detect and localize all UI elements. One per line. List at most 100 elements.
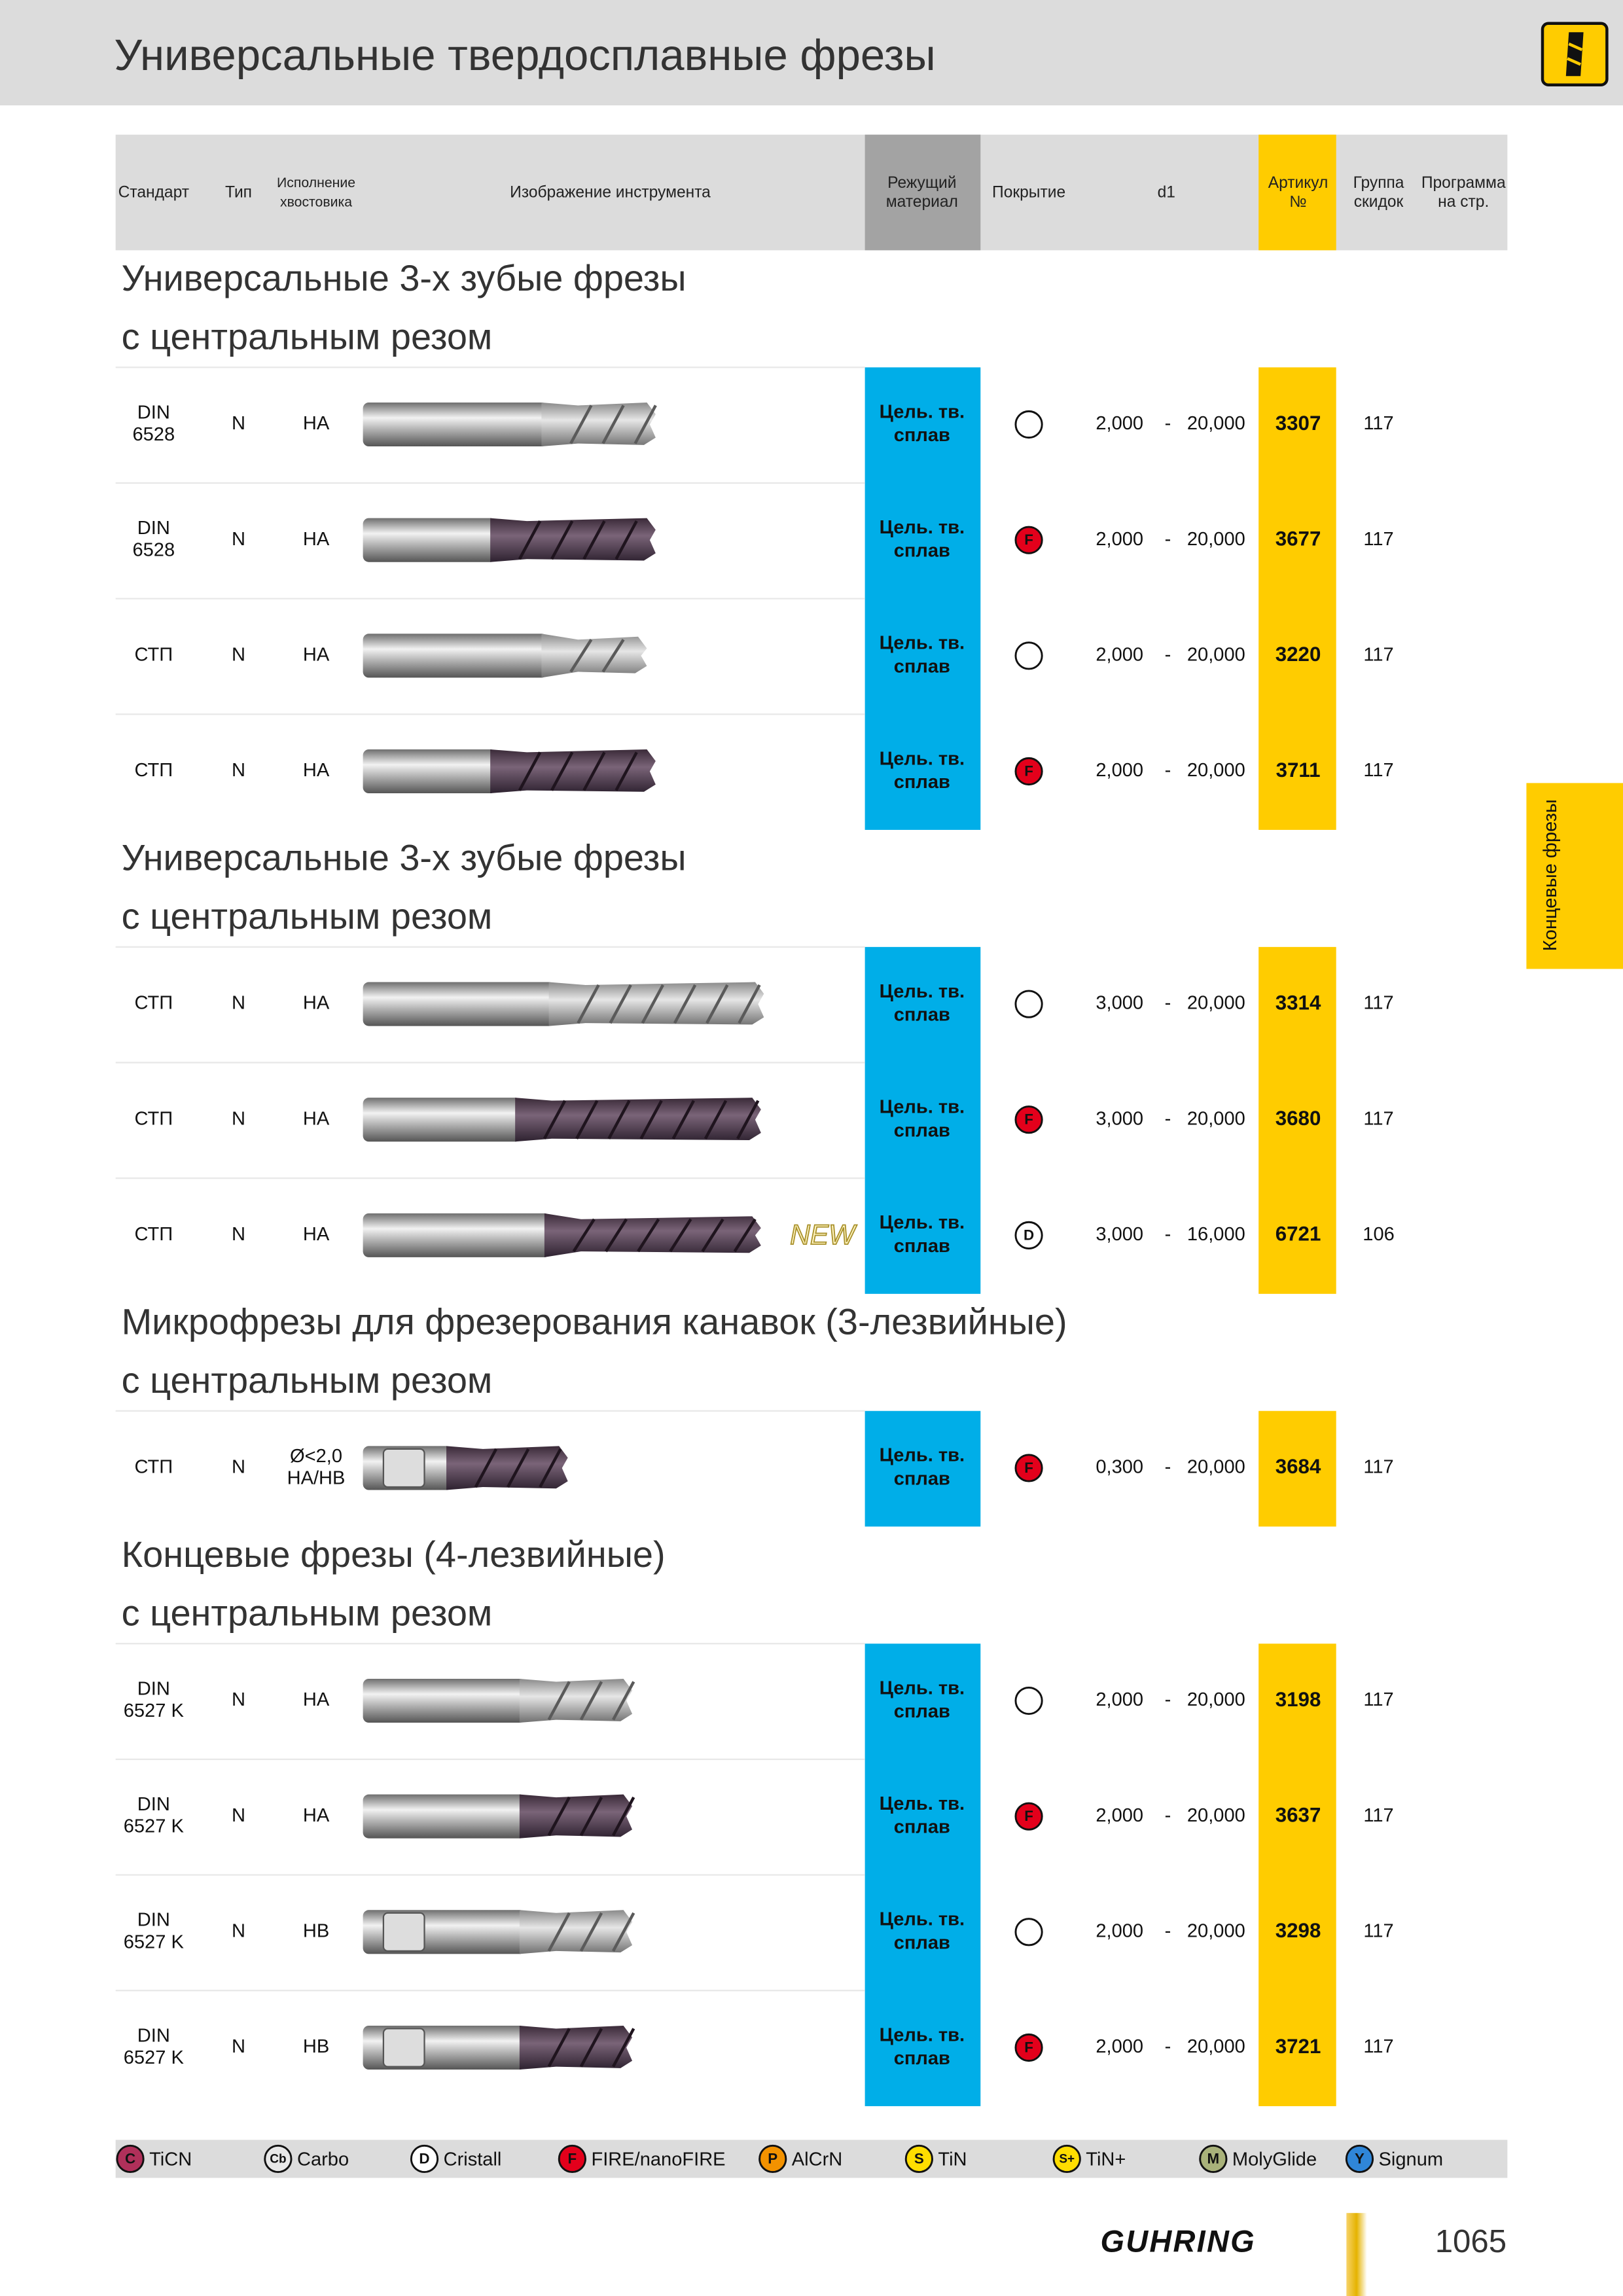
- section-title: с центральным резом: [122, 1592, 493, 1634]
- tool-helix: [601, 639, 625, 673]
- shank: HB: [303, 1921, 329, 1942]
- tool-flat: [382, 2028, 425, 2068]
- tool-helix: [543, 1100, 567, 1139]
- standard: DIN: [137, 402, 170, 423]
- shank: HA: [303, 1689, 330, 1710]
- group: 117: [1363, 1108, 1393, 1129]
- tool-helix: [705, 984, 729, 1024]
- tool-helix: [582, 751, 606, 791]
- type: N: [232, 760, 245, 781]
- tool-helix: [579, 1797, 603, 1837]
- tool-flutes: [519, 1678, 633, 1723]
- coating-symbol: [1014, 641, 1043, 670]
- shank: HA: [303, 993, 330, 1014]
- tool-helix: [601, 404, 625, 444]
- tool-helix: [612, 1912, 635, 1952]
- d-min: 2,000: [1096, 2036, 1143, 2057]
- column-header: №: [1289, 193, 1306, 211]
- legend-symbol: [1199, 2144, 1228, 2174]
- coating-letter: D: [1024, 1227, 1034, 1243]
- tool-helix: [673, 984, 697, 1024]
- material: сплав: [894, 1932, 950, 1953]
- standard: СТП: [134, 1457, 173, 1478]
- tool-helix: [612, 1681, 635, 1721]
- shank: HA: [303, 645, 330, 666]
- material: сплав: [894, 1469, 950, 1490]
- coating-symbol: [1014, 757, 1043, 786]
- tool-image: [363, 749, 656, 794]
- standard: 6528: [132, 424, 175, 445]
- material: сплав: [894, 2048, 950, 2069]
- brand: GUHRING: [1100, 2224, 1255, 2259]
- tool-shank: [363, 634, 548, 678]
- tool-flat: [382, 1448, 425, 1488]
- tool-helix: [547, 1797, 571, 1837]
- tool-flutes: [519, 2025, 633, 2070]
- tool-helix: [612, 1797, 635, 1837]
- standard: СТП: [134, 993, 173, 1014]
- legend-bar: [115, 2140, 1508, 2178]
- column-header: Тип: [225, 184, 252, 202]
- tool-shank: [363, 1098, 522, 1142]
- d-max: 20,000: [1187, 645, 1245, 666]
- material-cell: [865, 946, 981, 1294]
- section-title: Универсальные 3-х зубые фрезы: [122, 257, 687, 298]
- shank: HA: [303, 413, 330, 434]
- tool-image: [363, 1910, 635, 1954]
- tool-helix: [518, 520, 542, 560]
- column-header: d1: [1158, 184, 1175, 202]
- tool-helix: [550, 520, 574, 560]
- d-sep: -: [1165, 1805, 1171, 1826]
- d-max: 20,000: [1187, 1921, 1245, 1942]
- standard: DIN: [137, 1678, 170, 1699]
- legend-letter: Y: [1355, 2150, 1364, 2166]
- coating-symbol: [1014, 1686, 1043, 1715]
- legend-letter: P: [768, 2150, 777, 2166]
- legend-symbol: [116, 2144, 145, 2174]
- d-min: 3,000: [1096, 993, 1143, 1014]
- type: N: [232, 413, 245, 434]
- section-title: Универсальные 3-х зубые фрезы: [122, 837, 687, 878]
- tool-helix: [671, 1100, 695, 1139]
- tool-helix: [641, 984, 664, 1024]
- tool-flutes: [490, 518, 656, 562]
- d-min: 2,000: [1096, 1805, 1143, 1826]
- tool-helix: [736, 1100, 760, 1139]
- article-cell: [1258, 946, 1336, 1294]
- header-bar: [0, 0, 1623, 106]
- d-max: 20,000: [1187, 1108, 1245, 1129]
- standard: DIN: [137, 1910, 170, 1931]
- tool-helix: [547, 2028, 571, 2068]
- group: 117: [1363, 1805, 1393, 1826]
- d-sep: -: [1165, 1224, 1171, 1245]
- material: Цель. тв.: [880, 633, 965, 654]
- d-sep: -: [1165, 760, 1171, 781]
- section-title: с центральным резом: [122, 316, 493, 357]
- tool-shank: [363, 402, 548, 447]
- group: 117: [1363, 760, 1393, 781]
- legend-letter: S: [914, 2150, 924, 2166]
- tool-shank: [363, 518, 497, 562]
- page-number: 1065: [1435, 2223, 1507, 2259]
- d-min: 2,000: [1096, 645, 1143, 666]
- tool-shank: [363, 982, 555, 1026]
- column-header: Стандарт: [118, 184, 189, 202]
- group: 117: [1363, 413, 1393, 434]
- material: сплав: [894, 1236, 950, 1257]
- type: N: [232, 993, 245, 1014]
- type: N: [232, 1689, 245, 1710]
- legend-label: Carbo: [297, 2149, 349, 2170]
- shank: HB: [303, 2036, 329, 2057]
- page-title: Универсальные твердосплавные фрезы: [114, 31, 935, 80]
- section-title: Концевые фрезы (4-лезвийные): [122, 1534, 666, 1575]
- standard: 6527 K: [124, 1931, 185, 1952]
- side-tab-label: Концевые фрезы: [1540, 799, 1561, 951]
- group: 117: [1363, 1457, 1393, 1478]
- legend-label: AlCrN: [792, 2149, 843, 2170]
- group: 117: [1363, 1689, 1393, 1710]
- coating-letter: F: [1024, 531, 1033, 548]
- column-header: Покрытие: [992, 184, 1065, 202]
- article: 3298: [1275, 1919, 1321, 1942]
- legend-letter: F: [568, 2150, 577, 2166]
- tool-helix: [733, 1218, 757, 1253]
